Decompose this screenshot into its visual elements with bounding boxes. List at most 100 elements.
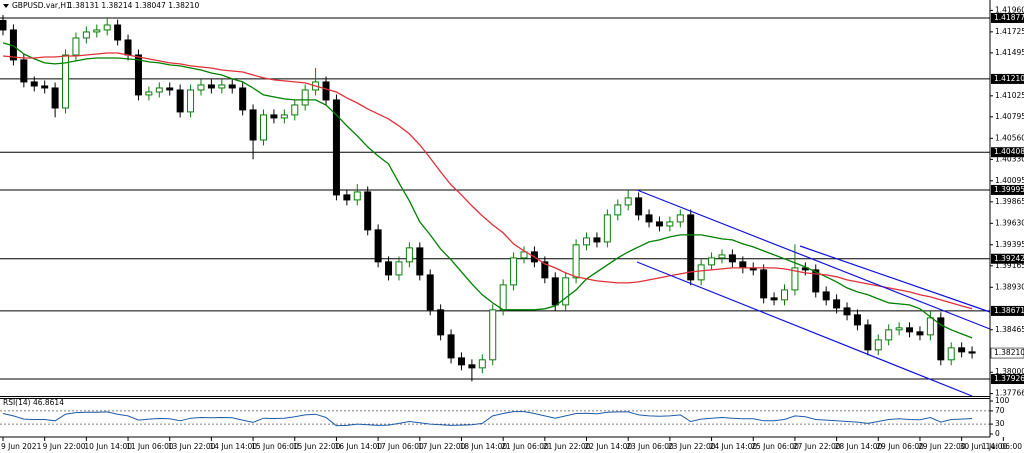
ohlc-readout: 1.38131 1.38214 1.38047 1.38210 — [68, 1, 199, 10]
candle-body — [541, 261, 549, 279]
candle-body — [291, 104, 299, 116]
candle-body — [124, 39, 132, 56]
x-tick-label: 29 Jun 22:00 — [918, 442, 966, 451]
x-tick-label: 27 Jun 22:00 — [793, 442, 841, 451]
candle-body — [332, 99, 340, 196]
candle-body — [405, 247, 413, 263]
candle-body — [614, 204, 622, 216]
x-tick-label: 13 Jun 22:00 — [168, 442, 216, 451]
candle-body — [280, 114, 288, 119]
candle-body — [260, 114, 267, 141]
x-tick-label: 9 Jun 22:00 — [43, 442, 86, 451]
candle-body — [687, 214, 695, 281]
candle-body — [228, 84, 236, 89]
candle-body — [176, 89, 184, 113]
x-tick-label: 24 Jun 14:00 — [710, 442, 758, 451]
candle-body — [103, 24, 111, 31]
moving-average — [2, 42, 973, 339]
price-label-box — [990, 347, 1024, 359]
trend-line — [636, 261, 973, 397]
price-label: 1.38210 — [994, 348, 1024, 357]
candle-body — [41, 85, 49, 89]
candle-body — [426, 274, 434, 311]
candle-body — [937, 317, 945, 361]
candle-body — [853, 314, 861, 326]
x-tick-label: 22 Jun 14:00 — [585, 442, 633, 451]
candle-body — [447, 334, 455, 359]
rsi-tick-label: 0 — [995, 429, 1000, 438]
candle-body — [593, 237, 601, 243]
rsi-tick-label: 30 — [995, 419, 1005, 428]
candle-body — [385, 261, 393, 276]
candle-body — [906, 327, 914, 333]
level-label-box — [991, 184, 1024, 195]
candle-body — [718, 254, 726, 259]
candle-body — [916, 331, 924, 336]
candle-body — [864, 324, 872, 351]
x-tick-label: 18 Jun 14:00 — [459, 442, 507, 451]
candle-body — [239, 87, 247, 111]
candle-body — [364, 191, 372, 231]
candle-body — [166, 87, 174, 91]
rsi-tick-label: 70 — [995, 406, 1005, 415]
level-label: 1.39242 — [994, 254, 1024, 263]
rsi-tick-label: 100 — [995, 396, 1010, 405]
level-label-box — [991, 374, 1024, 385]
x-tick-label: 1 Jul 06:00 — [982, 442, 1022, 451]
candle-body — [51, 87, 59, 109]
y-tick-label: 1.39165 — [995, 261, 1024, 270]
candle-body — [874, 339, 882, 351]
x-tick-label: 16 Jun 14:00 — [334, 442, 382, 451]
candle-body — [843, 307, 851, 316]
candle-body — [812, 269, 820, 293]
candle-body — [395, 261, 403, 276]
candle-body — [343, 194, 351, 201]
candle-body — [20, 59, 28, 83]
x-tick-label: 23 Jun 22:00 — [668, 442, 716, 451]
y-tick-label: 1.41025 — [995, 91, 1024, 100]
x-tick-label: 17 Jun 22:00 — [418, 442, 466, 451]
level-label: 1.38671 — [994, 306, 1024, 315]
candle-body — [207, 84, 215, 89]
candle-body — [760, 269, 768, 299]
candle-body — [510, 257, 518, 286]
candle-body — [885, 329, 893, 341]
candle-body — [770, 297, 778, 301]
candle-body — [249, 109, 257, 141]
candle-body — [72, 37, 80, 56]
candle-body — [791, 267, 799, 291]
candle-body — [114, 24, 122, 41]
symbol-title: GBPUSD.var,H1 — [12, 1, 71, 10]
candle-body — [301, 89, 309, 106]
y-tick-label: 1.40330 — [995, 154, 1024, 163]
candle-body — [489, 309, 497, 361]
x-tick-label: 21 Jun 22:00 — [543, 442, 591, 451]
candle-body — [562, 277, 570, 306]
candle-body — [353, 191, 361, 201]
candle-body — [624, 197, 632, 206]
rsi-line — [2, 411, 973, 427]
level-label: 1.41877 — [994, 13, 1024, 22]
candle-body — [603, 214, 611, 243]
level-label-box — [991, 305, 1024, 316]
candle-body — [145, 91, 153, 96]
candle-body — [895, 327, 903, 331]
y-tick-label: 1.38000 — [995, 367, 1024, 376]
rsi-title: RSI(14) 46.8614 — [3, 398, 64, 407]
candle-body — [520, 251, 528, 259]
trend-channel — [636, 189, 991, 397]
y-tick-label: 1.38465 — [995, 325, 1024, 334]
candle-body — [155, 87, 163, 93]
x-tick-label: 17 Jun 06:00 — [376, 442, 424, 451]
label-layer: 1.41960 1.41725 1.41495 1.41025 1.40795 1.405… — [1, 5, 1024, 451]
candle-body — [499, 284, 507, 311]
x-tick-label: 10 Jun 14:00 — [84, 442, 132, 451]
candle-body — [655, 221, 663, 227]
candle-body — [697, 264, 705, 281]
y-tick-label: 1.41960 — [995, 5, 1024, 14]
candle-body — [374, 229, 382, 263]
candle-body — [0, 19, 7, 31]
x-tick-label: 14 Jun 14:00 — [209, 442, 257, 451]
